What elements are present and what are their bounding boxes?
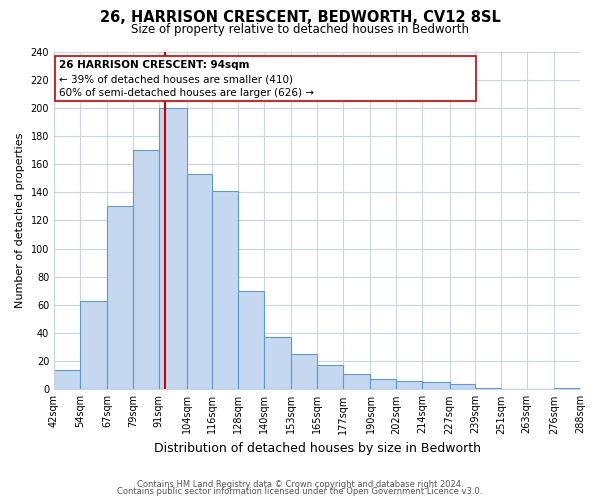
Text: 26, HARRISON CRESCENT, BEDWORTH, CV12 8SL: 26, HARRISON CRESCENT, BEDWORTH, CV12 8S… [100, 10, 500, 25]
Bar [422, 382, 449, 390]
Bar [317, 366, 343, 390]
Bar [212, 191, 238, 390]
Bar [396, 381, 422, 390]
Bar [475, 388, 501, 390]
Bar [159, 108, 187, 390]
Bar [292, 354, 317, 390]
Bar [370, 380, 396, 390]
Text: Contains public sector information licensed under the Open Government Licence v3: Contains public sector information licen… [118, 487, 482, 496]
Y-axis label: Number of detached properties: Number of detached properties [15, 132, 25, 308]
Text: 60% of semi-detached houses are larger (626) →: 60% of semi-detached houses are larger (… [59, 88, 314, 98]
Text: Size of property relative to detached houses in Bedworth: Size of property relative to detached ho… [131, 22, 469, 36]
Bar [554, 388, 580, 390]
Text: Contains HM Land Registry data © Crown copyright and database right 2024.: Contains HM Land Registry data © Crown c… [137, 480, 463, 489]
Bar [107, 206, 133, 390]
X-axis label: Distribution of detached houses by size in Bedworth: Distribution of detached houses by size … [154, 442, 481, 455]
Bar [133, 150, 159, 390]
FancyBboxPatch shape [55, 56, 476, 101]
Text: ← 39% of detached houses are smaller (410): ← 39% of detached houses are smaller (41… [59, 74, 293, 84]
Bar [343, 374, 370, 390]
Bar [54, 370, 80, 390]
Bar [449, 384, 475, 390]
Bar [263, 337, 292, 390]
Bar [238, 291, 263, 390]
Bar [187, 174, 212, 390]
Text: 26 HARRISON CRESCENT: 94sqm: 26 HARRISON CRESCENT: 94sqm [59, 60, 250, 70]
Bar [80, 300, 107, 390]
